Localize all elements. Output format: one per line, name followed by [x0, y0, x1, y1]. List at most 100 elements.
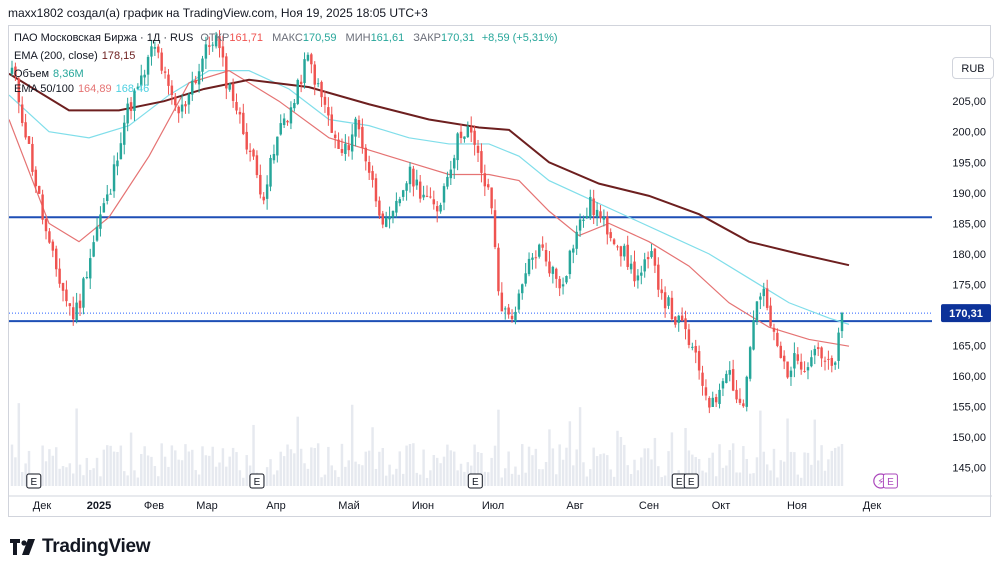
symbol-name[interactable]: ПАО Московская Биржа · 1Д · RUS: [14, 32, 194, 44]
currency-button[interactable]: RUB: [952, 57, 994, 79]
volume-bar: [398, 451, 402, 486]
candle-body: [282, 118, 286, 126]
volume-bar: [163, 456, 167, 486]
candle-body: [837, 332, 840, 361]
candle-body: [714, 397, 718, 403]
volume-bar: [44, 461, 48, 486]
volume-bar: [697, 458, 701, 486]
volume-bar: [316, 443, 320, 486]
volume-bar: [759, 410, 762, 486]
volume-bar: [412, 443, 415, 486]
candle-body: [405, 183, 408, 191]
candle-body: [779, 345, 782, 358]
chart-area[interactable]: E E E E E ⚡ E 145,00 150,00 155,00 160,00 165,00 17…: [8, 25, 994, 518]
candle-body: [769, 305, 772, 327]
candle-body: [136, 86, 140, 90]
volume-bar: [599, 454, 602, 486]
candle-body: [34, 169, 38, 187]
volume-bar: [408, 443, 412, 486]
volume-bar: [384, 475, 388, 486]
candle-body: [704, 387, 708, 396]
candle-body: [544, 249, 548, 262]
volume-bar: [646, 448, 650, 486]
earnings-marker-label: E: [887, 477, 894, 488]
volume-bar: [483, 471, 487, 486]
volume-bar: [211, 446, 214, 486]
candle-body: [248, 150, 252, 152]
candle-body: [755, 301, 759, 322]
volume-bar: [612, 476, 616, 486]
volume-bar: [337, 476, 340, 486]
earnings-marker: [882, 473, 898, 489]
candle-body: [446, 176, 449, 187]
candle-body: [548, 261, 551, 274]
volume-bar: [140, 454, 143, 486]
legend-volume[interactable]: Объем 8,36M: [14, 68, 84, 80]
volume-bar: [296, 416, 299, 486]
legend-ema50-100[interactable]: EMA 50/100 164,89 168,46: [14, 83, 149, 95]
volume-bar: [449, 450, 453, 486]
candle-body: [742, 403, 745, 407]
legend-ema200[interactable]: EMA (200, close) 178,15: [14, 50, 135, 62]
volume-bar: [405, 445, 408, 486]
candle-body: [126, 103, 129, 124]
volume-bar: [228, 456, 231, 486]
volume-bar: [694, 457, 697, 486]
volume-bar: [245, 455, 248, 486]
candle-body: [24, 122, 27, 138]
candle-body: [276, 136, 279, 156]
volume-bar: [299, 448, 303, 486]
earnings-marker: [249, 473, 265, 489]
candle-body: [612, 239, 616, 245]
volume-bar: [640, 457, 643, 486]
candle-body: [163, 71, 167, 73]
volume-bar: [194, 470, 197, 486]
volume-bar: [636, 470, 640, 486]
volume-bar: [742, 446, 745, 486]
candle-body: [466, 126, 470, 138]
volume-bar: [395, 468, 398, 486]
tradingview-logo[interactable]: TradingView: [10, 536, 151, 558]
candle-body: [48, 231, 51, 243]
volume-bar: [126, 475, 129, 486]
candle-body: [61, 282, 65, 291]
candle-body: [340, 149, 344, 153]
candle-body: [293, 102, 296, 109]
candle-body: [830, 357, 834, 366]
candle-body: [759, 296, 762, 300]
price-chart[interactable]: E E E E E ⚡ E 145,00150,00155,00160,00165,0017…: [9, 26, 992, 518]
candle-body: [54, 248, 58, 270]
price-axis[interactable]: 145,00150,00155,00160,00165,00170,00175,…: [941, 66, 991, 475]
volume-bar: [568, 421, 572, 486]
volume-bar: [476, 452, 480, 486]
volume-bar: [555, 474, 558, 486]
volume-bar: [112, 451, 116, 486]
volume-bar: [534, 448, 538, 486]
volume-bar: [85, 457, 89, 486]
candle-body: [463, 136, 466, 139]
candle-body: [449, 169, 453, 179]
candle-body: [123, 122, 126, 145]
volume-bar: [320, 477, 323, 486]
volume-bar: [752, 473, 755, 486]
volume-bar: [595, 456, 599, 486]
candle-body: [174, 96, 177, 106]
volume-bar: [327, 446, 330, 486]
candle-body: [306, 54, 310, 61]
volume-bar: [371, 427, 374, 486]
volume-bar: [823, 470, 827, 486]
time-tick-label: Апр: [266, 500, 285, 512]
candle-body: [674, 316, 677, 325]
volume-bar: [102, 449, 106, 486]
volume-bar: [810, 464, 813, 486]
candle-body: [476, 145, 480, 153]
volume-bar: [837, 446, 840, 486]
time-axis[interactable]: Дек 2025 Фев Мар Апр Май Июн Июл Авг Сен Окт Ноя Дек: [9, 495, 992, 512]
volume-bar: [344, 466, 347, 486]
volume-bar: [157, 476, 160, 486]
candle-body: [378, 200, 381, 216]
candle-body: [793, 353, 796, 369]
volume-bar: [589, 469, 592, 486]
volume-bar: [704, 472, 708, 486]
candle-body: [643, 259, 646, 272]
